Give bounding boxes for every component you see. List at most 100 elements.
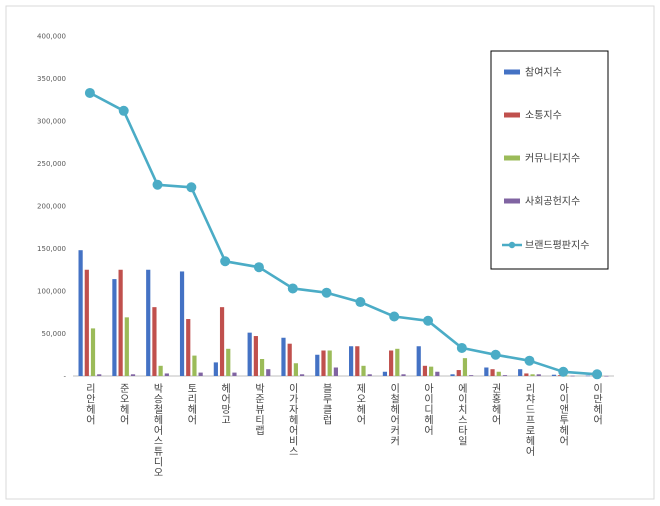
line-point xyxy=(287,283,298,294)
bar-소통지수 xyxy=(456,370,461,376)
bar-소통지수 xyxy=(490,369,495,376)
bar-소통지수 xyxy=(524,373,529,376)
bar-소통지수 xyxy=(118,269,123,376)
legend-swatch xyxy=(504,69,520,75)
bar-참여지수 xyxy=(146,269,151,376)
legend-label: 참여지수 xyxy=(525,67,562,79)
bar-커뮤니티지수 xyxy=(327,350,332,376)
bar-사회공헌지수 xyxy=(570,375,575,377)
bar-참여지수 xyxy=(281,337,286,376)
bar-참여지수 xyxy=(315,354,320,376)
line-point xyxy=(524,355,535,366)
line-point xyxy=(558,366,569,377)
legend-label: 사회공헌지수 xyxy=(525,196,580,208)
bar-커뮤니티지수 xyxy=(158,365,163,376)
bar-커뮤니티지수 xyxy=(361,365,366,376)
bar-커뮤니티지수 xyxy=(429,366,434,376)
bar-사회공헌지수 xyxy=(604,375,609,377)
bar-소통지수 xyxy=(219,307,225,376)
line-브랜드평판지수 xyxy=(89,91,598,376)
bar-사회공헌지수 xyxy=(333,367,338,376)
bar-커뮤니티지수 xyxy=(192,355,197,376)
line-point xyxy=(186,182,197,193)
bar-커뮤니티지수 xyxy=(124,317,129,376)
line-point xyxy=(118,105,129,116)
line-point xyxy=(84,87,95,98)
line-point xyxy=(152,179,163,190)
bar-사회공헌지수 xyxy=(401,374,406,376)
legend-swatch xyxy=(504,198,520,204)
y-tick-label: 50,000 xyxy=(42,330,67,338)
bar-커뮤니티지수 xyxy=(259,359,265,376)
bar-커뮤니티지수 xyxy=(530,374,535,376)
y-tick-label: 400,000 xyxy=(37,33,66,41)
y-tick-label: 250,000 xyxy=(37,160,66,168)
bar-사회공헌지수 xyxy=(164,373,169,376)
line-series-group xyxy=(84,87,603,380)
bar-커뮤니티지수 xyxy=(564,375,569,377)
bar-소통지수 xyxy=(152,307,157,376)
y-axis: 400,000 350,000 300,000 250,000 200,000 150,0… xyxy=(37,33,66,381)
legend-swatch xyxy=(504,112,520,118)
bar-사회공헌지수 xyxy=(435,371,440,376)
bar-참여지수 xyxy=(78,250,83,376)
bar-series-group xyxy=(78,250,609,377)
bar-커뮤니티지수 xyxy=(90,328,96,376)
y-tick-label: 200,000 xyxy=(37,203,66,211)
bar-소통지수 xyxy=(253,336,258,376)
line-point xyxy=(592,369,603,380)
bar-소통지수 xyxy=(186,319,191,376)
bar-소통지수 xyxy=(389,350,394,376)
line-point xyxy=(220,256,231,267)
bar-사회공헌지수 xyxy=(97,374,102,376)
bar-참여지수 xyxy=(551,374,557,376)
y-tick-label: - xyxy=(63,373,66,381)
bar-사회공헌지수 xyxy=(502,375,508,376)
line-point xyxy=(456,342,467,353)
line-point xyxy=(389,311,400,322)
bar-커뮤니티지수 xyxy=(395,348,400,376)
bar-사회공헌지수 xyxy=(130,374,136,376)
line-point xyxy=(253,262,264,273)
bar-커뮤니티지수 xyxy=(226,348,231,376)
bar-참여지수 xyxy=(179,271,185,376)
legend-swatch-marker xyxy=(508,241,516,249)
bar-참여지수 xyxy=(247,332,252,376)
bar-커뮤니티지수 xyxy=(293,363,298,376)
bar-소통지수 xyxy=(321,350,326,376)
bar-사회공헌지수 xyxy=(266,369,271,376)
bar-소통지수 xyxy=(422,365,428,376)
bar-참여지수 xyxy=(450,374,455,376)
legend-label: 소통지수 xyxy=(525,110,562,122)
bar-참여지수 xyxy=(213,362,218,376)
legend-label: 커뮤니티지수 xyxy=(525,153,580,165)
x-axis: 리 안 헤 어 준 오 헤 어 박 승 철 헤 어 스 튜 디 오 토 리 헤 어 헤 어 망 고 박 준 뷰 티 랩 이 가 자 헤 어 비 스 블 루 클… xyxy=(73,375,614,479)
bar-사회공헌지수 xyxy=(536,374,541,376)
bar-사회공헌지수 xyxy=(232,372,237,376)
legend-swatch xyxy=(504,155,520,161)
bar-사회공헌지수 xyxy=(299,374,305,376)
bar-소통지수 xyxy=(287,343,292,376)
bar-소통지수 xyxy=(84,269,89,376)
y-tick-label: 100,000 xyxy=(37,288,66,296)
bar-참여지수 xyxy=(112,279,117,376)
bar-참여지수 xyxy=(484,367,489,376)
